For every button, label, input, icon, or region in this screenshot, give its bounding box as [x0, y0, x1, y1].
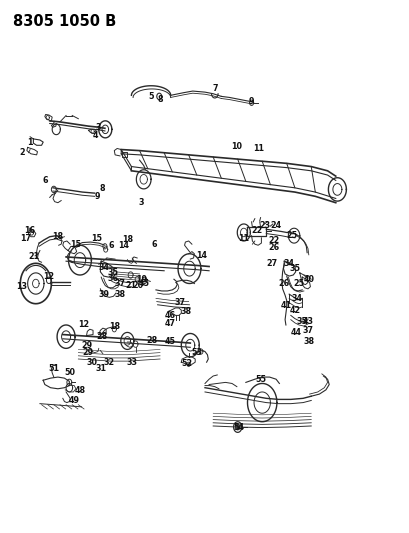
Text: 8: 8	[99, 184, 105, 193]
Text: 51: 51	[48, 364, 59, 373]
Text: 26: 26	[267, 244, 279, 253]
Text: 1: 1	[27, 138, 33, 147]
Text: 38: 38	[180, 306, 191, 316]
Text: 25: 25	[293, 279, 304, 288]
Text: 45: 45	[138, 279, 149, 288]
Text: 19: 19	[136, 274, 147, 284]
Text: 14: 14	[118, 241, 129, 250]
Text: 10: 10	[231, 142, 242, 151]
Polygon shape	[235, 424, 239, 430]
Text: 13: 13	[16, 282, 27, 291]
Text: 36: 36	[107, 273, 118, 282]
Text: 15: 15	[70, 240, 81, 249]
Text: 40: 40	[303, 274, 314, 284]
Text: 25: 25	[285, 231, 297, 240]
Text: 28: 28	[96, 332, 108, 341]
Text: 2: 2	[19, 148, 25, 157]
Text: 27: 27	[266, 260, 277, 268]
Text: 48: 48	[74, 386, 85, 395]
Text: 3: 3	[139, 198, 144, 207]
Text: 9: 9	[94, 192, 100, 201]
Text: 14: 14	[196, 252, 207, 260]
Text: 31: 31	[95, 364, 106, 373]
Text: 8305 1050 B: 8305 1050 B	[13, 14, 116, 29]
Text: 35: 35	[107, 269, 118, 277]
Text: 11: 11	[237, 234, 248, 243]
Text: 37: 37	[302, 326, 313, 335]
Text: 47: 47	[165, 319, 176, 328]
Text: 43: 43	[302, 317, 313, 326]
Text: 35: 35	[296, 317, 307, 326]
Text: 34: 34	[283, 259, 294, 268]
Text: 37: 37	[114, 279, 125, 288]
Text: 18: 18	[109, 321, 120, 330]
Text: 39: 39	[99, 289, 110, 298]
Text: 6: 6	[43, 176, 48, 185]
Text: 54: 54	[232, 423, 243, 432]
Text: 42: 42	[290, 305, 301, 314]
Text: 50: 50	[65, 368, 76, 377]
Text: 16: 16	[25, 226, 36, 235]
Text: 21: 21	[29, 253, 40, 261]
Text: 22: 22	[251, 227, 262, 236]
Text: 38: 38	[303, 337, 314, 346]
Text: 21: 21	[125, 281, 136, 290]
Text: 41: 41	[280, 301, 291, 310]
Text: 49: 49	[69, 396, 79, 405]
Text: 29: 29	[81, 341, 93, 350]
Text: 9: 9	[248, 97, 254, 106]
Text: 15: 15	[91, 235, 102, 244]
Text: 23: 23	[258, 221, 270, 230]
Text: 3: 3	[95, 123, 101, 132]
Text: 29: 29	[82, 348, 94, 357]
Text: 33: 33	[126, 358, 137, 367]
Text: 37: 37	[174, 298, 185, 307]
Text: 12: 12	[43, 272, 54, 280]
Text: 35: 35	[289, 264, 300, 273]
Text: 28: 28	[146, 336, 157, 345]
Text: 18: 18	[52, 232, 63, 241]
Text: 17: 17	[20, 235, 31, 244]
Text: 18: 18	[121, 236, 133, 245]
Text: 12: 12	[78, 320, 90, 329]
Text: 8: 8	[157, 94, 162, 103]
Text: 26: 26	[277, 279, 288, 288]
Text: 38: 38	[114, 289, 125, 298]
Text: 32: 32	[103, 358, 115, 367]
Text: 30: 30	[87, 358, 97, 367]
Text: 44: 44	[290, 328, 301, 337]
Text: 55: 55	[254, 375, 265, 384]
Text: 20: 20	[132, 281, 143, 290]
Text: 34: 34	[290, 294, 301, 303]
Text: 24: 24	[270, 221, 281, 230]
Text: 6: 6	[152, 240, 157, 249]
Text: 22: 22	[268, 237, 279, 246]
Text: 7: 7	[211, 84, 217, 93]
Text: 11: 11	[253, 144, 264, 153]
Text: 53: 53	[191, 348, 202, 357]
Text: 52: 52	[181, 359, 192, 368]
Text: 34: 34	[99, 263, 110, 272]
Text: 5: 5	[148, 92, 153, 101]
Text: 46: 46	[165, 311, 176, 320]
Text: 4: 4	[93, 131, 99, 140]
Text: 6: 6	[108, 241, 114, 250]
Text: 45: 45	[165, 337, 176, 346]
